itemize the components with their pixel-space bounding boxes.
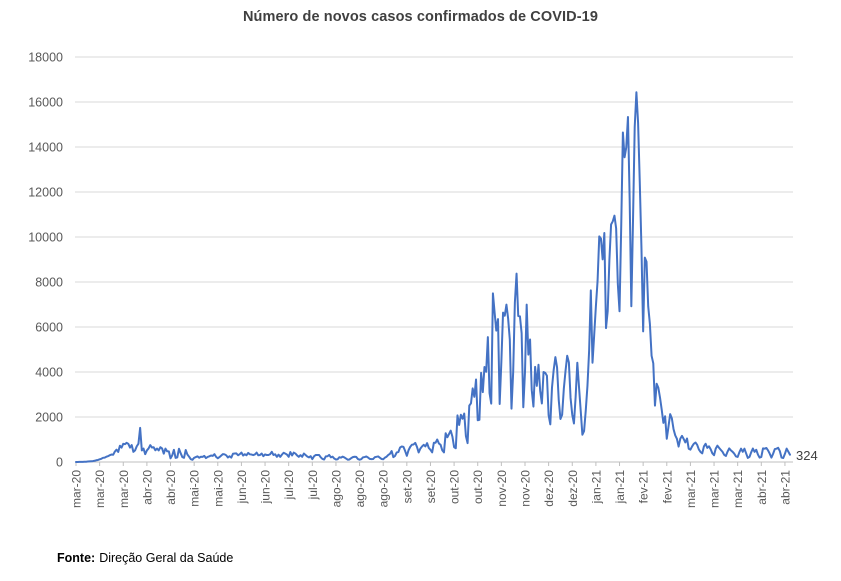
svg-text:jul-20: jul-20 xyxy=(282,470,296,501)
svg-text:mai-20: mai-20 xyxy=(188,470,202,507)
svg-text:ago-20: ago-20 xyxy=(377,470,391,508)
svg-text:abr-21: abr-21 xyxy=(755,470,769,505)
svg-text:out-20: out-20 xyxy=(448,470,462,504)
svg-text:out-20: out-20 xyxy=(471,470,485,504)
gridlines xyxy=(75,56,793,418)
y-axis-labels: 0 2000 4000 6000 8000 10000 12000 14000 16000 180… xyxy=(28,51,63,470)
source-label: Fonte: xyxy=(57,551,96,565)
svg-text:2000: 2000 xyxy=(35,411,63,425)
svg-text:mai-20: mai-20 xyxy=(211,470,225,507)
svg-text:set-20: set-20 xyxy=(400,470,414,504)
svg-text:jul-20: jul-20 xyxy=(306,470,320,501)
x-axis xyxy=(75,461,793,466)
svg-text:18000: 18000 xyxy=(28,51,63,65)
svg-text:mar-20: mar-20 xyxy=(117,470,131,508)
svg-text:nov-20: nov-20 xyxy=(495,470,509,507)
svg-text:mar-21: mar-21 xyxy=(708,470,722,508)
svg-text:fev-21: fev-21 xyxy=(637,470,651,504)
source-footer: Fonte: Direção Geral da Saúde xyxy=(57,551,233,565)
last-value-label: 324 xyxy=(796,447,818,463)
svg-text:jun-20: jun-20 xyxy=(259,470,273,505)
svg-text:fev-21: fev-21 xyxy=(660,470,674,504)
svg-text:16000: 16000 xyxy=(28,96,63,110)
svg-text:set-20: set-20 xyxy=(424,470,438,504)
svg-text:mar-20: mar-20 xyxy=(70,470,84,508)
svg-text:0: 0 xyxy=(56,456,63,470)
svg-text:mar-20: mar-20 xyxy=(93,470,107,508)
source-text: Direção Geral da Saúde xyxy=(99,551,234,565)
chart-title: Número de novos casos confirmados de COV… xyxy=(242,9,598,25)
x-axis-labels: mar-20 mar-20 mar-20 abr-20 abr-20 mai-20 mai-… xyxy=(70,470,793,508)
svg-text:nov-20: nov-20 xyxy=(518,470,532,507)
svg-text:abr-20: abr-20 xyxy=(164,470,178,505)
svg-text:abr-20: abr-20 xyxy=(140,470,154,505)
svg-text:jun-20: jun-20 xyxy=(235,470,249,505)
svg-text:mar-21: mar-21 xyxy=(731,470,745,508)
svg-text:abr-21: abr-21 xyxy=(778,470,792,505)
svg-text:mar-21: mar-21 xyxy=(684,470,698,508)
svg-text:14000: 14000 xyxy=(28,141,63,155)
svg-text:12000: 12000 xyxy=(28,186,63,200)
svg-text:jan-21: jan-21 xyxy=(613,470,627,505)
svg-text:8000: 8000 xyxy=(35,276,63,290)
svg-text:4000: 4000 xyxy=(35,366,63,380)
svg-text:10000: 10000 xyxy=(28,231,63,245)
svg-text:dez-20: dez-20 xyxy=(566,470,580,507)
svg-text:dez-20: dez-20 xyxy=(542,470,556,507)
svg-text:ago-20: ago-20 xyxy=(353,470,367,508)
svg-text:6000: 6000 xyxy=(35,321,63,335)
series-line xyxy=(75,91,791,463)
svg-text:ago-20: ago-20 xyxy=(329,470,343,508)
svg-text:jan-21: jan-21 xyxy=(589,470,603,505)
